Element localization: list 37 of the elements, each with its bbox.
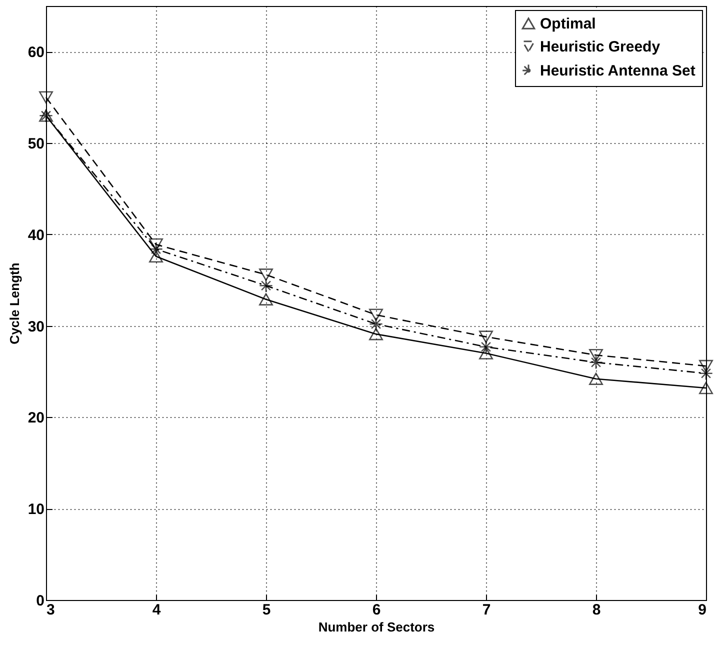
point: [589, 355, 603, 370]
y-tick-label: 40: [28, 226, 44, 244]
x-tick-label: 9: [698, 602, 706, 618]
point: [369, 317, 383, 331]
point: [259, 278, 273, 293]
point: [699, 382, 713, 394]
y-tick-label: 50: [28, 136, 44, 153]
y-tick-label: 0: [36, 592, 44, 610]
point: [479, 340, 493, 354]
y-tick-label: 60: [28, 44, 44, 62]
x-tick-label: 7: [482, 602, 491, 618]
point: [149, 250, 163, 263]
point: [479, 347, 493, 360]
point: [369, 308, 383, 322]
point: [259, 268, 273, 281]
point: [39, 91, 53, 104]
x-tick-label: 3: [46, 602, 55, 618]
point: [259, 293, 273, 306]
legend-label: Heuristic Greedy: [540, 38, 661, 56]
point: [479, 330, 493, 343]
y-axis-title: Cycle Length: [6, 262, 22, 344]
point: [589, 348, 603, 362]
legend-label: Optimal: [540, 16, 596, 32]
y-tick-label: 30: [28, 318, 44, 336]
point: [149, 242, 163, 256]
x-tick-label: 5: [262, 602, 271, 618]
x-axis-title: Number of Sectors: [318, 620, 435, 634]
y-tick-label: 10: [28, 501, 44, 518]
x-tick-label: 6: [372, 602, 381, 618]
point: [699, 366, 713, 380]
legend-label: Heuristic Antenna Set: [540, 62, 696, 80]
point: [589, 372, 603, 385]
x-tick-label: 4: [152, 602, 162, 618]
y-tick-label: 20: [28, 410, 44, 427]
x-tick-label: 8: [592, 602, 601, 618]
point: [369, 328, 383, 340]
point: [699, 360, 713, 372]
